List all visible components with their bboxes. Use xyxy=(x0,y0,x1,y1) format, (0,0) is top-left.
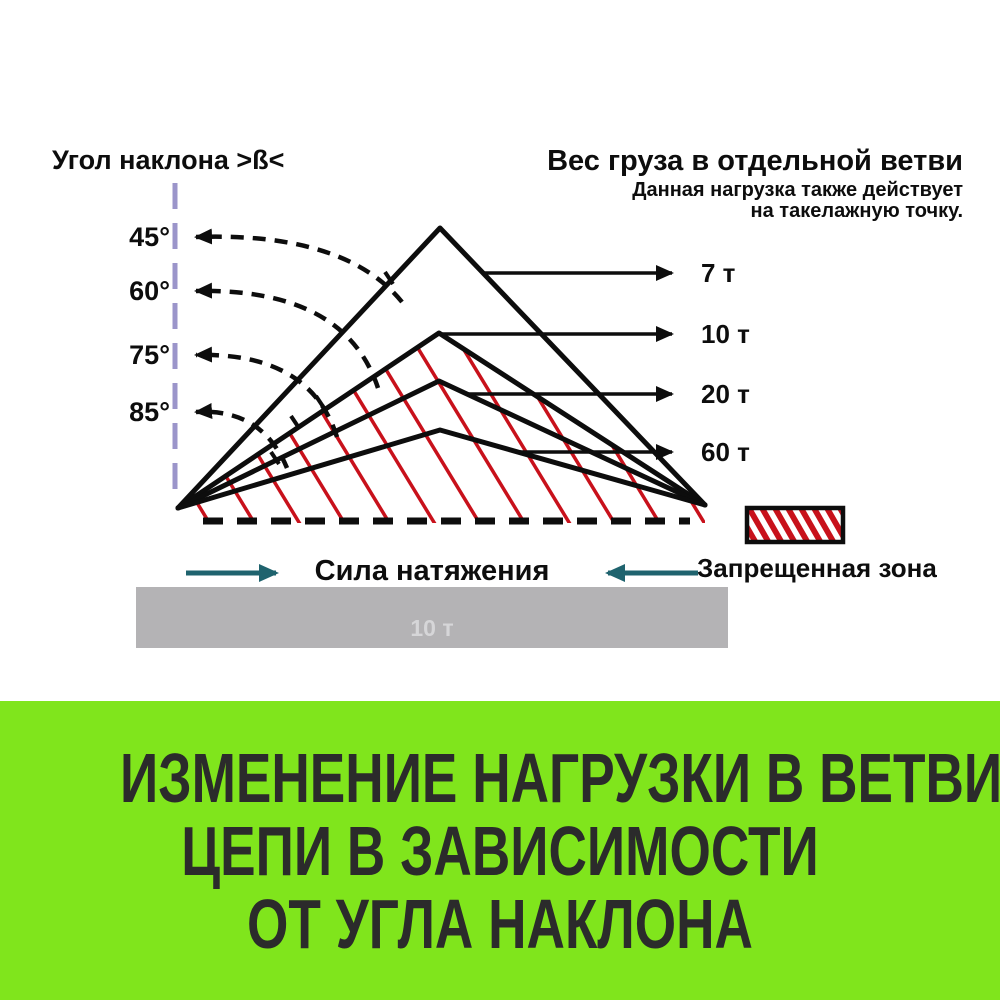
banner-line-3: ОТ УГЛА НАКЛОНА xyxy=(247,885,753,963)
weight-arrows-group xyxy=(441,265,674,460)
weight-label-10t: 10 т xyxy=(701,319,750,349)
angle-axis-title: Угол наклона >ß< xyxy=(52,145,284,175)
hatch-line xyxy=(400,331,527,523)
slope-tick-85 xyxy=(269,450,281,466)
rigging-diagram-canvas: Угол наклона >ß< Вес груза в отдельной в… xyxy=(52,145,963,648)
sling-triangle-60deg xyxy=(175,330,708,511)
curve-arrow-45 xyxy=(194,228,404,304)
forbidden-zone-label: Запрещенная зона xyxy=(697,553,937,583)
angle-label-85: 85° xyxy=(129,397,170,427)
hatch-line xyxy=(445,331,572,523)
legend-swatch-border xyxy=(744,505,846,545)
tension-label: Сила натяжения xyxy=(315,555,550,587)
legend-stripe-line xyxy=(713,502,740,549)
forbidden-zone-legend: Запрещенная зона xyxy=(697,502,937,583)
sling-triangle-45deg xyxy=(175,225,708,511)
weight-labels-group: 7 т 10 т 20 т 60 т xyxy=(701,258,750,467)
legend-stripe-line xyxy=(843,502,870,549)
weight-title: Вес груза в отдельной ветви xyxy=(547,145,963,177)
title-banner: ИЗМЕНЕНИЕ НАГРУЗКИ В ВЕТВИ ЦЕПИ В ЗАВИСИ… xyxy=(0,701,1000,1000)
angle-curve-arrows-group xyxy=(194,228,404,469)
weight-label-20t: 20 т xyxy=(701,379,750,409)
load-beam-value: 10 т xyxy=(410,615,453,641)
angle-labels-group: 45° 60° 75° 85° xyxy=(129,222,170,427)
weight-label-60t: 60 т xyxy=(701,437,750,467)
slope-tick-75 xyxy=(289,414,301,430)
weight-subtitle-line2: на такелажную точку. xyxy=(751,200,963,222)
sling-triangles-group xyxy=(175,225,708,511)
sling-triangle-85deg xyxy=(175,427,708,511)
load-beam-bar xyxy=(136,587,728,648)
angle-label-75: 75° xyxy=(129,340,170,370)
weight-label-7t: 7 т xyxy=(701,258,736,288)
sling-triangle-75deg xyxy=(175,378,708,511)
tension-group: Сила натяжения 10 т xyxy=(136,555,728,648)
curve-arrow-75 xyxy=(194,346,340,438)
angle-label-60: 60° xyxy=(129,276,170,306)
angle-label-45: 45° xyxy=(129,222,170,252)
banner-line-2: ЦЕПИ В ЗАВИСИМОСТИ xyxy=(181,812,819,890)
weight-subtitle-line1: Данная нагрузка также действует xyxy=(632,179,963,201)
curve-arrow-60 xyxy=(194,282,381,389)
slope-tick-60 xyxy=(314,394,326,410)
banner-line-1: ИЗМЕНЕНИЕ НАГРУЗКИ В ВЕТВИ xyxy=(120,739,1000,817)
slope-tick-45 xyxy=(383,270,395,286)
